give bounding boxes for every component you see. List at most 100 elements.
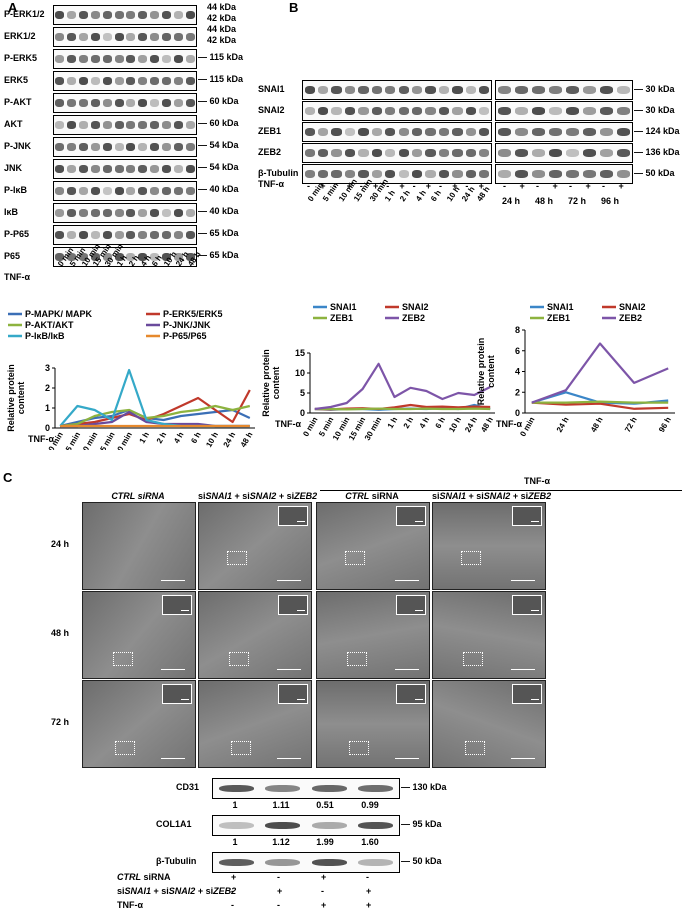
zoom-region-box [231,741,251,755]
label-fragment: siRNA [369,491,399,501]
condition-sign: - [321,886,324,896]
blot-label: IκB [4,207,19,217]
blot-band [479,107,490,115]
series-line [60,404,251,428]
blot-band [425,107,436,115]
blot-band [102,253,112,261]
scale-bar [511,758,535,759]
series-line [531,401,669,410]
densitometry-value: 0.51 [316,800,334,810]
blot-band [549,128,562,136]
blot-band [79,121,89,129]
blot-band [79,33,89,41]
blot-band [385,128,396,136]
blot-band [161,55,171,63]
blot-band [114,55,124,63]
kda-marker: — 30 kDa [634,84,675,94]
blot-strip [495,164,633,184]
inset-scale-bar [181,699,189,700]
zoom-inset [162,595,192,615]
label-fragment: + si [466,491,484,501]
tnf-sign: + [346,181,352,191]
blot-band [114,143,124,151]
zoom-region-box [113,652,133,666]
blot-band [218,821,254,830]
blot-band [438,149,450,157]
panel-c-letter: C [3,470,13,485]
zoom-region-box [463,652,483,666]
y-axis-label: Relative protein [6,364,16,432]
panel-c-tnf-header: TNF-α [524,476,551,486]
panel-a-letter: A [8,0,18,15]
kda-marker: — 40 kDa [198,184,239,194]
y-tick-label: 0 [300,408,305,418]
blot-band [173,55,183,63]
label-fragment: + si [276,491,295,501]
y-tick-label: 5 [300,388,305,398]
blot-strip [212,778,400,799]
x-tick-label: 1 h [138,430,152,445]
blot-band [398,107,409,115]
blot-band [185,33,195,41]
tnf-sign: - [465,181,469,191]
blot-band [102,55,112,63]
x-tick-label: 10 h [447,415,463,433]
blot-band [126,77,136,85]
densitometry-value: 0.99 [361,800,379,810]
blot-strip [53,5,197,25]
blot-band [532,149,545,157]
blot-band [358,86,369,94]
kda-marker: — 40 kDa [198,206,239,216]
kda-marker: — 54 kDa [198,140,239,150]
tnf-sign: + [373,181,379,191]
blot-band [150,165,160,173]
blot-band [452,86,463,94]
blot-band [371,170,382,178]
tnf-sign: + [585,181,591,191]
micrograph-image [432,591,546,679]
blot-label: ZEB2 [258,147,282,157]
blot-strip [53,71,197,91]
blot-band [79,55,89,63]
blot-band [102,165,112,173]
blot-label: P-P65 [4,229,30,239]
blot-band [412,128,423,136]
blot-band [67,121,77,129]
blot-band [67,11,77,19]
x-tick-label: 72 h [623,415,639,433]
tnf-sign: - [602,181,605,191]
series-line [531,342,669,404]
blot-band [498,128,511,136]
label-fragment: si [117,886,125,896]
blot-band [79,209,89,217]
label-fragment: CTRL [117,872,141,882]
blot-band [331,128,342,136]
blot-band [600,86,613,94]
blot-band [185,253,195,261]
blot-band [126,187,136,195]
condition-sign: - [277,872,280,882]
kda-marker: — 115 kDa [198,52,244,62]
tnf-sign: - [569,181,572,191]
micrograph-image [82,591,196,679]
kda-marker: — 54 kDa [198,162,239,172]
chart-emt-days: SNAI1 SNAI2 ZEB1 ZEB2 0 2 4 6 8 Relative protein c… [476,302,675,438]
blot-band [102,99,112,107]
blot-band [358,149,369,157]
tnf-sign: + [399,181,405,191]
kda-marker: — 136 kDa [634,147,680,157]
micrograph-image [316,502,430,590]
x-tick-label: 0 min [301,415,319,438]
blot-band [161,77,171,85]
blot-band [438,170,450,178]
tnf-sign: + [618,181,624,191]
kda-marker: — 65 kDa [198,228,239,238]
zoom-inset [396,684,426,704]
timepoint-label: 24 h [460,184,477,204]
blot-band [425,128,436,136]
blot-band [318,149,329,157]
x-tick-label: 4 h [172,430,186,445]
x-tick-label: 10 min [79,430,100,450]
legend-entry: ZEB1 [547,313,570,323]
timepoint-label: 72 h [568,196,587,206]
